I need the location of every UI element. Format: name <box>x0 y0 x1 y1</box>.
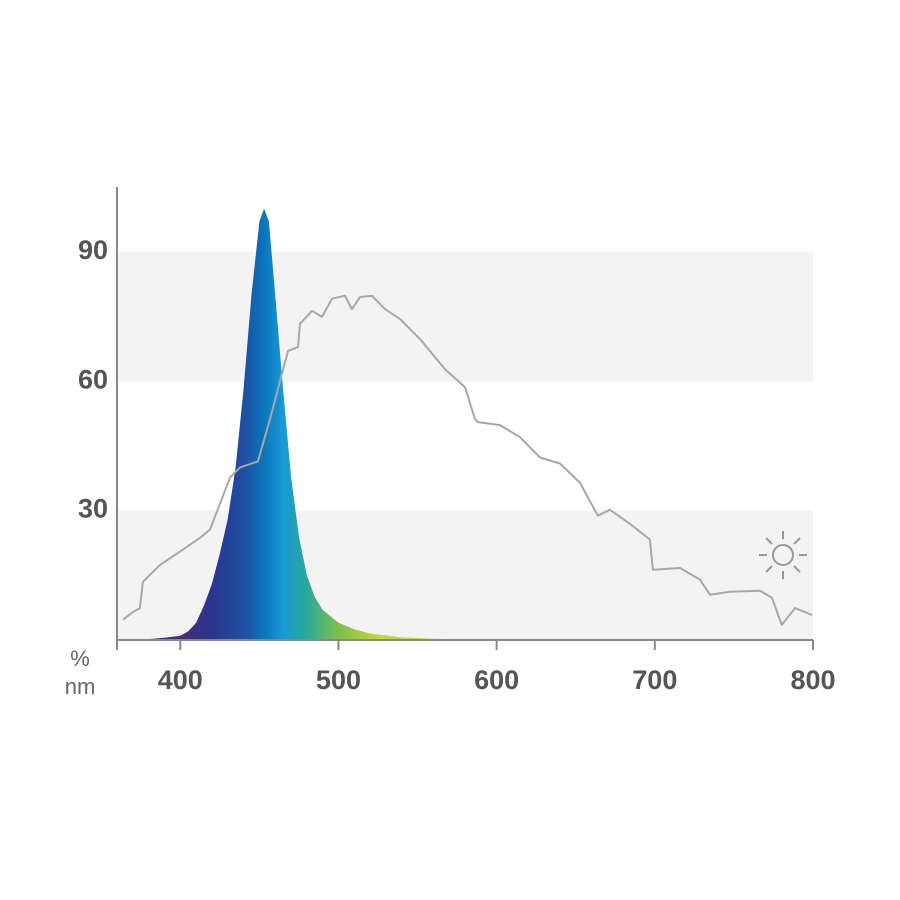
y-axis-label: % <box>70 646 90 671</box>
y-tick-label: 90 <box>78 235 108 265</box>
sun-icon <box>759 531 807 579</box>
y-tick-label: 30 <box>78 494 108 524</box>
area <box>117 208 576 640</box>
x-tick-label: 500 <box>316 665 361 695</box>
x-tick-label: 700 <box>632 665 677 695</box>
x-tick-label: 600 <box>474 665 519 695</box>
y-tick-label: 60 <box>78 364 108 394</box>
x-tick-label: 800 <box>790 665 835 695</box>
x-axis-label: nm <box>65 674 96 699</box>
grid-band <box>117 251 813 382</box>
x-tick-label: 400 <box>158 665 203 695</box>
line <box>122 294 813 626</box>
